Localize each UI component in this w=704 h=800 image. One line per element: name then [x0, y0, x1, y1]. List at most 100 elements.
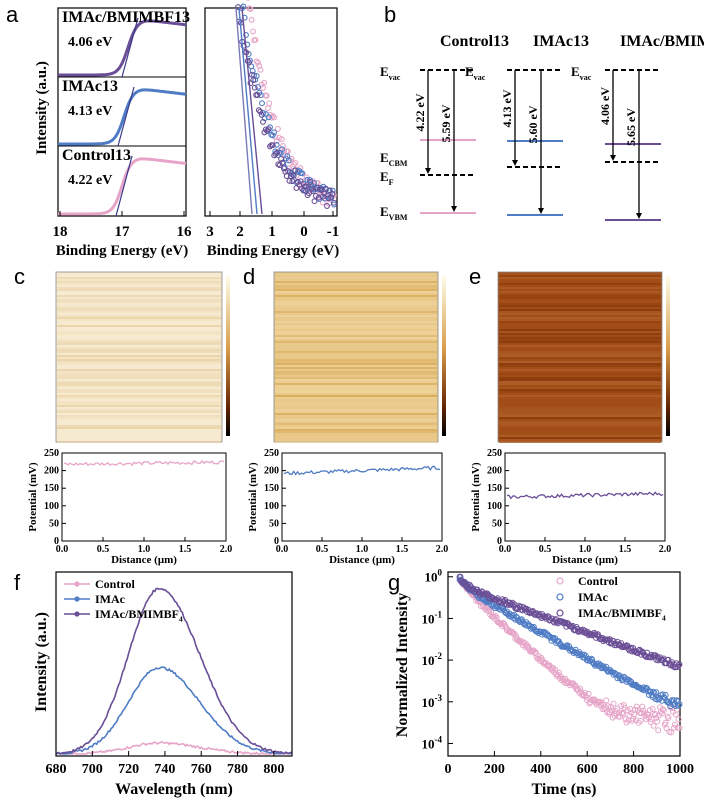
kpfm-xtick-label: 1.5 [396, 544, 409, 555]
kpfm-map-scanline [275, 325, 437, 327]
kpfm-xtick-label: 1.0 [579, 544, 592, 555]
kpfm-map-scanline [275, 353, 437, 355]
panel-a-vb-point [311, 179, 317, 186]
panel-b-gap-arrowhead [451, 206, 457, 212]
kpfm-map-scanline [57, 423, 221, 425]
kpfm-map-scanline [499, 281, 661, 283]
kpfm-map-scanline [499, 437, 661, 439]
kpfm-map-scanline [57, 273, 221, 275]
panel-label-a: a [6, 2, 19, 27]
kpfm-profile-d: 0 50 100 150 200 250 0.0 0.5 1.0 1.5 2.0 Distance (… [247, 448, 448, 566]
kpfm-map-scanline [275, 351, 437, 353]
panel-f-legend-label: IMAc/BMIMBF4 [95, 607, 183, 624]
panel-g-series [456, 573, 683, 736]
panel-a-vb-point [251, 84, 258, 91]
kpfm-map-scanline [57, 343, 221, 345]
panel-f-legend-label: Control [95, 577, 135, 591]
panel-a-cutoff-fit-line [121, 17, 139, 78]
kpfm-map-scanline [499, 411, 661, 413]
panel-a-right-ticks: 3 2 1 0 -1 [206, 211, 339, 240]
kpfm-map-scanline [57, 303, 221, 305]
kpfm-colorbar [226, 276, 230, 436]
panel-a-vb-point [243, 32, 249, 38]
kpfm-map-scanline [57, 327, 221, 329]
panel-g-data-point [618, 703, 625, 709]
kpfm-map-scanline [57, 331, 221, 333]
panel-a-vb-point [261, 79, 268, 86]
kpfm-map-scanline [275, 349, 437, 351]
kpfm-map-e [497, 271, 670, 443]
kpfm-map-scanline [499, 361, 661, 363]
kpfm-map-scanline [275, 319, 437, 321]
kpfm-map-scanline [57, 361, 221, 363]
kpfm-map-scanline [57, 393, 221, 395]
kpfm-map-scanline [499, 343, 661, 345]
panel-g-data-point [608, 707, 615, 714]
panel-a-vb-point [290, 172, 297, 179]
kpfm-map-scanline [499, 389, 661, 391]
kpfm-map-scanline [57, 359, 221, 361]
panel-a-vb-point [292, 159, 299, 166]
kpfm-map-scanline [275, 393, 437, 395]
kpfm-map-scanline [275, 397, 437, 399]
panel-g-data-point [610, 700, 617, 707]
panel-g-legend-label: Control [578, 574, 618, 588]
kpfm-ytick-label: 250 [44, 448, 59, 459]
panel-a-ups-curve [58, 19, 187, 77]
kpfm-map-scanline [499, 345, 661, 347]
kpfm-map-scanline [499, 359, 661, 361]
panel-f-xtick-label: 760 [191, 762, 212, 777]
panel-a-left-labels: IMAc/BMIMBF13 4.06 eV IMAc13 4.13 eV Control… [62, 9, 190, 188]
panel-f-frame [55, 571, 293, 757]
kpfm-map-scanline [499, 349, 661, 351]
panel-b-wf-arrowhead [425, 168, 431, 174]
kpfm-map-scanline [275, 403, 437, 405]
kpfm-map-scanline [499, 405, 661, 407]
panel-a-vb-point [252, 36, 259, 43]
panel-g-xtick-label: 600 [577, 762, 598, 777]
kpfm-map-scanline [275, 363, 437, 365]
kpfm-ytick-label: 0 [274, 536, 279, 547]
panel-g-data-point [658, 710, 665, 717]
panel-a-left-ticks: 18 17 16 [53, 211, 192, 240]
kpfm-map-scanline [499, 279, 661, 281]
panel-a-vb-point [253, 58, 260, 65]
panel-f-legend-label: IMAc [95, 592, 126, 606]
kpfm-map-scanline [57, 289, 221, 291]
panel-a-vb-point [250, 28, 256, 35]
kpfm-map-scanline [499, 301, 661, 303]
kpfm-map-scanline [57, 439, 221, 441]
panel-a-right-tick-label: -1 [327, 224, 340, 240]
panel-g-data-point [655, 727, 662, 734]
kpfm-map-scanline [499, 401, 661, 403]
panel-f-series-line [55, 666, 292, 755]
kpfm-map-scanline [57, 365, 221, 367]
kpfm-map-scanline [57, 427, 221, 429]
kpfm-map-scanline [499, 369, 661, 371]
panel-a-vb-point [274, 125, 281, 132]
kpfm-map-scanline [499, 333, 661, 335]
panel-g-data-point [481, 605, 488, 612]
panel-a-vb-point [331, 199, 337, 206]
panel-f-ticks: 680 700 720 740 760 780 800 [46, 751, 284, 777]
kpfm-map-scanline [275, 305, 437, 307]
panel-g-legend-marker [556, 577, 564, 585]
kpfm-map-scanline [275, 437, 437, 439]
kpfm-ytick-label: 0 [497, 536, 502, 547]
kpfm-ytick-label: 200 [264, 466, 279, 477]
kpfm-map-scanline [499, 305, 661, 307]
kpfm-map-scanline [57, 337, 221, 339]
kpfm-map-scanline [57, 377, 221, 379]
panel-a-vb-point [265, 114, 272, 121]
panel-b-wf-arrowhead [610, 155, 616, 161]
panel-f-ylabel: Intensity (a.u.) [33, 612, 50, 712]
panel-g-data-point [654, 718, 661, 725]
kpfm-map-scanline [499, 439, 661, 441]
kpfm-map-scanline [275, 307, 437, 309]
kpfm-map-scanline [499, 395, 661, 397]
panel-g-data-point [675, 662, 682, 669]
kpfm-map-scanline [57, 371, 221, 373]
kpfm-map-scanline [499, 379, 661, 381]
kpfm-ylabel: Potential (mV) [470, 462, 482, 532]
